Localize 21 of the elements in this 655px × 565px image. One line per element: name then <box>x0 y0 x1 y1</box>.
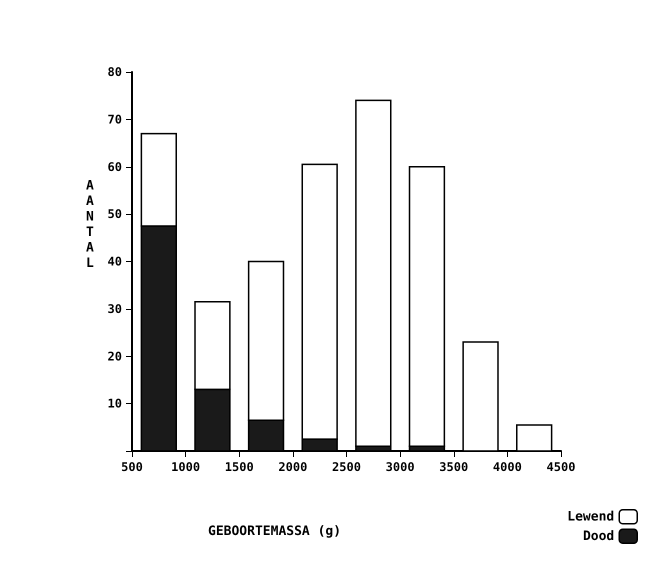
x-tick-label: 2500 <box>332 460 361 474</box>
y-axis-title: AANTAL <box>86 178 94 271</box>
x-tick-label: 1000 <box>171 460 200 474</box>
y-tick-label: 70 <box>108 112 122 126</box>
x-tick-label: 500 <box>121 460 143 474</box>
y-tick-label: 60 <box>108 160 122 174</box>
y-tick-label: 80 <box>108 65 122 79</box>
y-tick-label: 30 <box>108 302 122 316</box>
x-tick-label: 4000 <box>492 460 522 474</box>
x-tick-label: 2000 <box>278 460 308 474</box>
x-tick-label: 4500 <box>546 460 576 474</box>
x-tick-label: 3000 <box>386 460 415 474</box>
y-tick-label: 40 <box>108 254 122 268</box>
y-tick-label: 20 <box>108 349 122 364</box>
x-axis-title: GEBOORTEMASSA (g) <box>208 524 342 539</box>
x-tick-label: 3500 <box>439 460 468 474</box>
legend-label: Lewend <box>567 509 614 524</box>
legend-label: Dood <box>582 528 614 544</box>
y-tick-label: 50 <box>108 207 122 222</box>
x-tick-label: 1500 <box>224 460 254 474</box>
y-tick-label: 10 <box>108 396 122 411</box>
